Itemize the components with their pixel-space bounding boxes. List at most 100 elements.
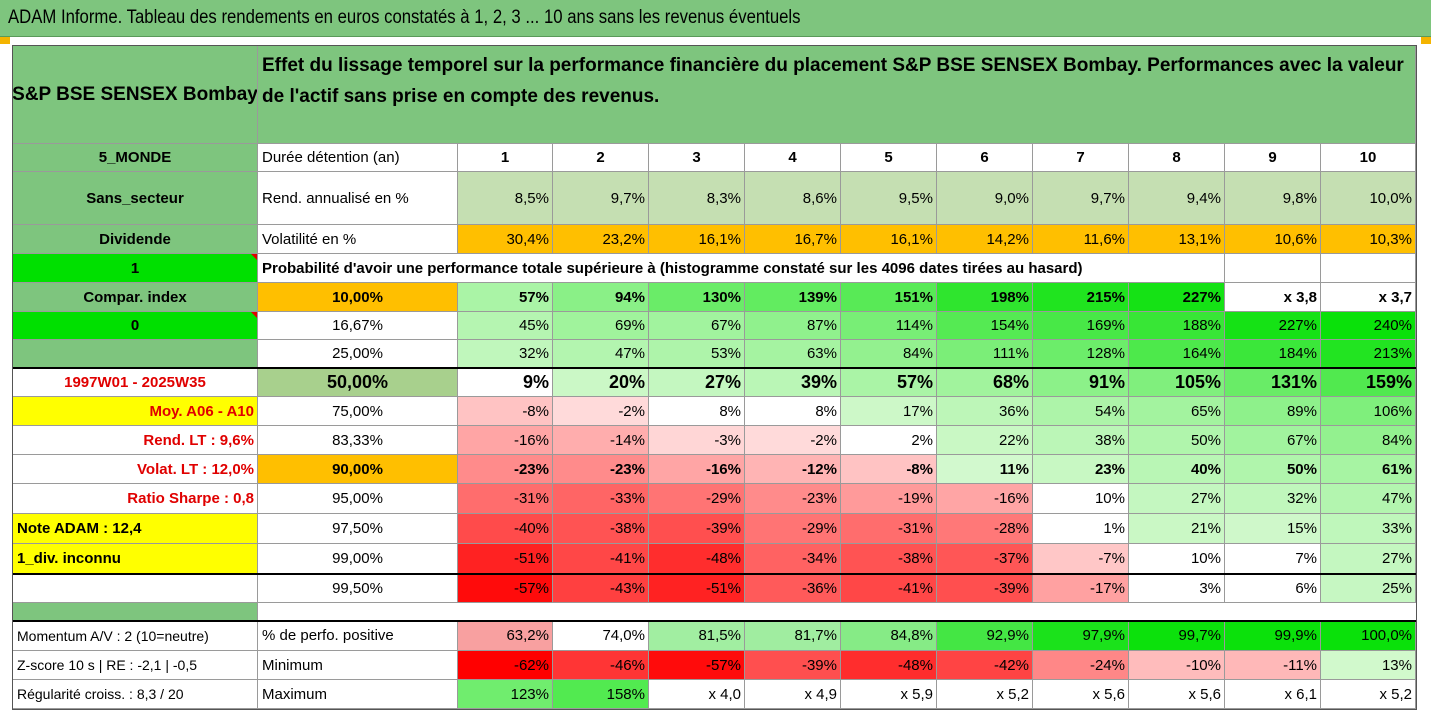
minimum-value: 13% xyxy=(1321,651,1416,680)
quantile-value-text: 9% xyxy=(522,371,549,392)
quantile-threshold: 16,67% xyxy=(258,312,458,340)
quantile-value: -8% xyxy=(841,455,937,484)
quantile-value: -39% xyxy=(937,574,1033,603)
quantile-value: -41% xyxy=(553,544,649,574)
quantile-value-text: -29% xyxy=(801,520,837,537)
quantile-value-text: -23% xyxy=(513,460,549,478)
quantile-value: 57% xyxy=(458,283,553,312)
blank-label xyxy=(13,340,258,368)
quantile-threshold: 97,50% xyxy=(258,514,458,544)
quantile-value-text: -39% xyxy=(705,520,741,537)
annual-return-value-text: 9,0% xyxy=(994,189,1029,207)
quantile-value: 67% xyxy=(649,312,745,340)
duration-year: 1 xyxy=(458,144,553,172)
quantile-value: -7% xyxy=(1033,544,1129,574)
quantile-value-text: 50% xyxy=(1286,460,1317,478)
quantile-value: -28% xyxy=(937,514,1033,544)
quantile-value: -17% xyxy=(1033,574,1129,603)
quantile-threshold: 99,50% xyxy=(258,574,458,603)
quantile-value-text: 1% xyxy=(1103,520,1125,537)
quantile-value: -12% xyxy=(745,455,841,484)
quantile-value-text: 128% xyxy=(1086,345,1125,362)
volatility-value-text: 13,1% xyxy=(1178,230,1221,248)
positive-value: 97,9% xyxy=(1033,621,1129,651)
annual-return-value: 9,0% xyxy=(937,172,1033,225)
minimum-label: Minimum xyxy=(258,651,458,680)
positive-value: 99,9% xyxy=(1225,621,1321,651)
quantile-value-text: -23% xyxy=(801,490,837,507)
quantile-value: 111% xyxy=(937,340,1033,368)
quantile-value: 68% xyxy=(937,368,1033,397)
duration-year: 2 xyxy=(553,144,649,172)
quantile-value-text: -34% xyxy=(801,550,837,567)
quantile-value-text: 54% xyxy=(1094,402,1125,420)
duration-year: 7 xyxy=(1033,144,1129,172)
quantile-value: 67% xyxy=(1225,426,1321,455)
volatility-value: 10,3% xyxy=(1321,225,1416,254)
quantile-value-text: 227% xyxy=(1278,317,1317,334)
minimum-value: -24% xyxy=(1033,651,1129,680)
positive-value-text: 99,7% xyxy=(1178,627,1221,644)
quantile-value: -8% xyxy=(458,397,553,426)
positive-value: 74,0% xyxy=(553,621,649,651)
quantile-threshold-text: 25,00% xyxy=(332,345,383,362)
quantile-value-text: -2% xyxy=(810,431,837,449)
minimum-value-text: -24% xyxy=(1089,656,1125,674)
performance-table: S&P BSE SENSEX Bombay Effet du lissage te… xyxy=(12,45,1417,710)
separator-line xyxy=(13,367,1416,369)
quantile-value-text: -16% xyxy=(513,431,549,449)
flag-zero: 0 xyxy=(13,312,258,340)
quantile-value: 105% xyxy=(1129,368,1225,397)
quantile-value: -41% xyxy=(841,574,937,603)
duration-label-text: Durée détention (an) xyxy=(262,149,400,166)
minimum-value-text: -62% xyxy=(513,656,549,674)
quantile-value: 33% xyxy=(1321,514,1416,544)
volatility-value: 10,6% xyxy=(1225,225,1321,254)
volatility-value-text: 11,6% xyxy=(1083,230,1125,248)
duration-year: 5 xyxy=(841,144,937,172)
quantile-value-text: 159% xyxy=(1365,371,1412,392)
regularity-label-text: Régularité croiss. : 8,3 / 20 xyxy=(17,686,184,702)
corner-marker xyxy=(0,37,10,44)
maximum-value-text: x 5,2 xyxy=(996,685,1029,703)
quantile-value-text: 45% xyxy=(518,317,549,334)
quantile-threshold-text: 99,50% xyxy=(332,579,383,597)
minimum-value-text: -57% xyxy=(705,656,741,674)
minimum-value: -10% xyxy=(1129,651,1225,680)
quantile-value: -31% xyxy=(841,514,937,544)
minimum-value-text: 13% xyxy=(1381,656,1412,674)
adam-score-label-text: Note ADAM : 12,4 xyxy=(17,520,142,537)
positive-label: % de perfo. positive xyxy=(258,621,458,651)
dividend-status-label-text: 1_div. inconnu xyxy=(17,550,121,567)
quantile-value-text: 105% xyxy=(1174,371,1221,392)
quantile-value-text: 27% xyxy=(704,371,741,392)
quantile-value: -33% xyxy=(553,484,649,514)
quantile-value: 9% xyxy=(458,368,553,397)
quantile-value: 27% xyxy=(1129,484,1225,514)
table-description-text: Effet du lissage temporel sur la perform… xyxy=(262,55,1404,107)
maximum-value: x 5,2 xyxy=(1321,680,1416,709)
quantile-value: -38% xyxy=(553,514,649,544)
quantile-value-text: 106% xyxy=(1373,402,1412,420)
quantile-value: 94% xyxy=(553,283,649,312)
quantile-value: -36% xyxy=(745,574,841,603)
quantile-value: -19% xyxy=(841,484,937,514)
maximum-label: Maximum xyxy=(258,680,458,709)
maximum-value-text: x 4,0 xyxy=(708,685,741,703)
quantile-value: 227% xyxy=(1129,283,1225,312)
quantile-value-text: 131% xyxy=(1270,371,1317,392)
minimum-value: -11% xyxy=(1225,651,1321,680)
annual-return-value-text: 9,4% xyxy=(1186,189,1221,207)
volatility-value-text: 16,7% xyxy=(794,230,837,248)
volatility-value-text: 30,4% xyxy=(506,230,549,248)
duration-year: 6 xyxy=(937,144,1033,172)
dividend-label: Dividende xyxy=(13,225,258,254)
quantile-value-text: 114% xyxy=(895,317,933,334)
quantile-value: 114% xyxy=(841,312,937,340)
quantile-value: -14% xyxy=(553,426,649,455)
flag-zero-text: 0 xyxy=(130,317,140,334)
quantile-value: -31% xyxy=(458,484,553,514)
quantile-value: 50% xyxy=(1129,426,1225,455)
duration-year-text: 9 xyxy=(1268,149,1277,166)
quantile-value-text: 94% xyxy=(614,288,645,306)
